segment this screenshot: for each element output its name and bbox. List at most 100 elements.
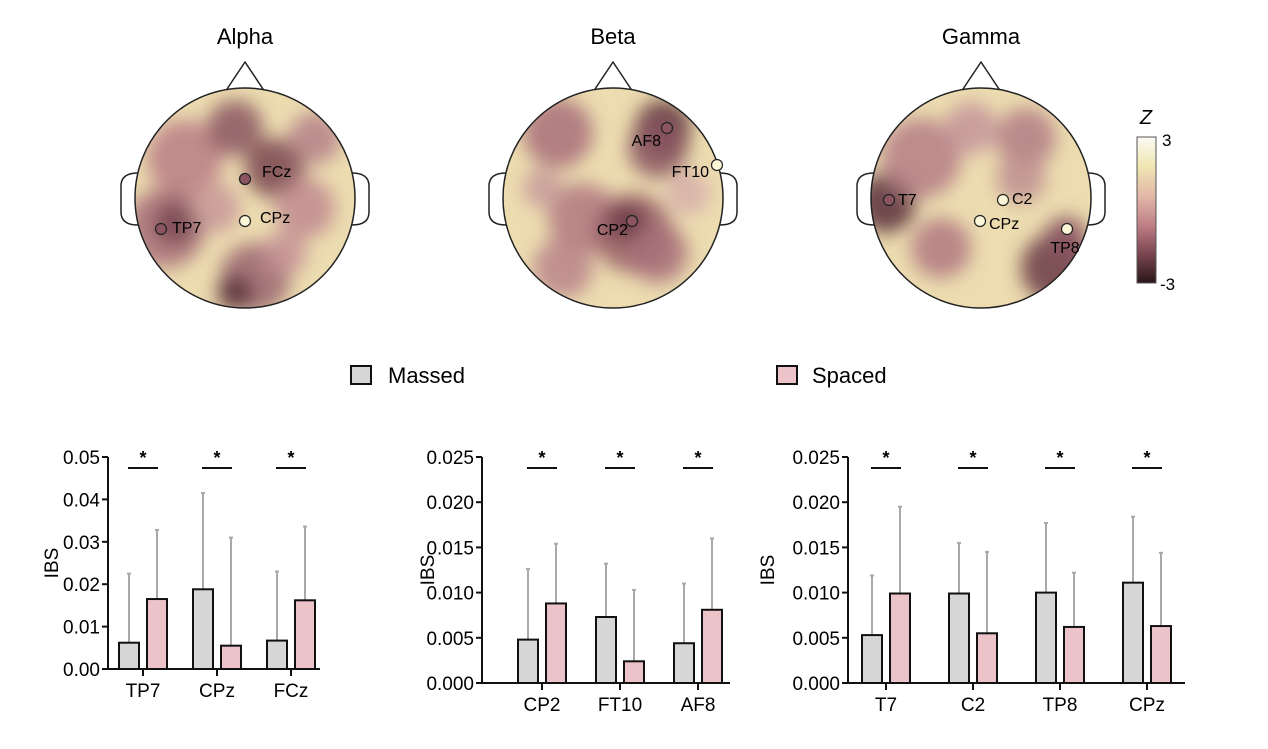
colorbar-min-label: -3 [1160, 275, 1175, 294]
colorbar-gradient [1136, 136, 1157, 284]
electrode-marker-tp7 [154, 222, 168, 236]
right-ear-outline [351, 172, 370, 226]
significance-marker: * [213, 448, 220, 468]
left-ear-outline [856, 172, 875, 226]
bar-chart-beta: 0.000 0.005 0.010 0.015 0.020 0.025 IBS CP2 * FT1… [418, 448, 730, 716]
topomap-alpha: FCz CPz TP7 [120, 61, 370, 309]
significance-marker: * [139, 448, 146, 468]
x-tick-label: CP2 [524, 695, 561, 716]
field-blobs [135, 100, 341, 308]
bar-massed-cpz [1122, 581, 1144, 685]
bar-spaced-t7 [889, 592, 911, 685]
legend-label-massed: Massed [388, 363, 465, 388]
field-blob [628, 118, 688, 178]
topomap-field [135, 88, 355, 308]
electrode-marker-ft10 [710, 158, 724, 172]
topomap-title-alpha: Alpha [217, 24, 274, 49]
bar-chart-gamma: 0.000 0.005 0.010 0.015 0.020 0.025 IBS T7 * C2 * T… [758, 448, 1185, 716]
bar-massed-cp2 [517, 638, 539, 684]
y-tick-label: 0.000 [426, 674, 474, 695]
field-blob [945, 102, 997, 154]
y-tick-label: 0.005 [426, 629, 474, 650]
electrode-marker-fcz [238, 172, 252, 186]
electrode-marker-af8 [660, 121, 674, 135]
x-tick-label: T7 [875, 695, 897, 716]
topomap-field [871, 88, 1091, 308]
significance-marker: * [616, 448, 623, 468]
y-tick-label: 0.010 [426, 584, 474, 605]
electrode-label-c2: C2 [1012, 191, 1033, 208]
legend-swatch-spaced [776, 365, 798, 385]
field-blob [996, 153, 1046, 203]
legend: Massed Spaced [350, 363, 887, 388]
y-axis-label: IBS [758, 555, 779, 586]
left-ear-outline [120, 172, 139, 226]
field-blob [911, 218, 971, 278]
y-tick-label: 0.03 [63, 533, 100, 554]
electrode-label-af8: AF8 [632, 133, 661, 150]
y-tick-label: 0.015 [426, 538, 474, 559]
field-blob [1044, 216, 1088, 260]
electrode-marker-tp8 [1060, 222, 1074, 236]
bar-spaced-af8 [701, 608, 723, 684]
significance-marker: * [882, 448, 889, 468]
y-tick-label: 0.000 [792, 674, 840, 695]
field-blob [275, 178, 335, 238]
left-ear-outline [488, 172, 507, 226]
significance-marker: * [694, 448, 701, 468]
y-tick-label: 0.00 [63, 660, 100, 681]
electrode-label-t7: T7 [898, 192, 917, 209]
bar-massed-af8 [673, 642, 695, 684]
bar-massed-c2 [948, 592, 970, 685]
bar-spaced-tp7 [146, 598, 168, 670]
electrode-label-cp2: CP2 [597, 222, 628, 239]
y-tick-label: 0.04 [63, 490, 100, 511]
bar-spaced-c2 [976, 632, 998, 685]
field-blob [996, 108, 1056, 168]
bar-massed-ft10 [595, 616, 617, 684]
y-tick-label: 0.010 [792, 584, 840, 605]
bar-spaced-cpz [1150, 625, 1172, 684]
x-tick-label: CPz [1129, 695, 1165, 716]
y-tick-label: 0.005 [792, 629, 840, 650]
significance-marker: * [1143, 448, 1150, 468]
bar-massed-cpz [192, 588, 214, 671]
y-tick-label: 0.015 [792, 538, 840, 559]
significance-marker: * [538, 448, 545, 468]
nose-outline [592, 61, 634, 93]
y-tick-label: 0.02 [63, 575, 100, 596]
x-tick-label: FT10 [598, 695, 642, 716]
field-blob [217, 275, 253, 308]
field-blob [533, 238, 593, 298]
nose-outline [960, 61, 1002, 93]
bar-spaced-ft10 [623, 660, 645, 685]
topomap-title-beta: Beta [590, 24, 636, 49]
y-tick-label: 0.020 [792, 493, 840, 514]
y-tick-label: 0.05 [63, 448, 100, 469]
y-axis-label: IBS [418, 555, 439, 586]
electrode-label-fcz: FCz [262, 164, 291, 181]
head-outline [134, 87, 356, 309]
field-blob [289, 112, 341, 164]
legend-label-spaced: Spaced [812, 363, 887, 388]
electrode-marker-c2 [996, 193, 1010, 207]
y-tick-label: 0.01 [63, 618, 100, 639]
y-axis-label: IBS [42, 548, 63, 579]
topomap-title-gamma: Gamma [942, 24, 1021, 49]
significance-marker: * [287, 448, 294, 468]
electrode-marker-t7 [882, 193, 896, 207]
field-blob [523, 98, 593, 168]
bar-massed-tp7 [118, 641, 140, 670]
electrode-label-cpz: CPz [260, 210, 290, 227]
bar-spaced-fcz [294, 599, 316, 671]
bar-spaced-cp2 [545, 602, 567, 684]
field-blob [881, 118, 961, 198]
bar-spaced-cpz [220, 644, 242, 670]
topomap-gamma: T7 C2 CPz TP8 [856, 61, 1106, 309]
field-blob [147, 120, 223, 196]
electrode-marker-cpz [238, 214, 252, 228]
bar-massed-t7 [861, 634, 883, 685]
head-outline [870, 87, 1092, 309]
x-tick-label: C2 [961, 695, 985, 716]
